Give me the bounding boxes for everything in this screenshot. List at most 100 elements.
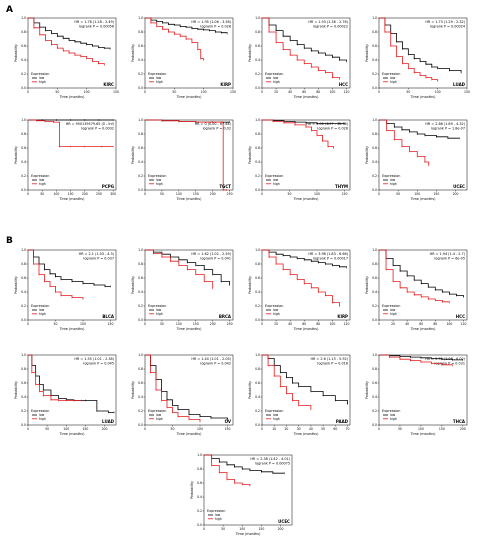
plot-frame (378, 354, 468, 426)
legend-title: Expression (31, 72, 49, 76)
x-tick-label: 50 (172, 90, 176, 94)
y-tick-label: 1.0 (138, 118, 143, 122)
y-tick-label: 0.6 (372, 276, 377, 280)
x-axis-label: Time (months) (176, 95, 202, 99)
x-tick-label: 250 (227, 322, 233, 326)
y-axis-label: Probability (365, 146, 369, 164)
logrank-p-text: logrank P = 0.00024 (430, 25, 465, 29)
legend-title: Expression (31, 174, 49, 178)
x-tick-label: 100 (80, 322, 86, 326)
legend-title: Expression (148, 409, 166, 413)
cancer-type-label: BLCA (102, 314, 115, 319)
y-tick-label: 0.8 (138, 30, 143, 34)
y-axis-label: Probability (14, 276, 18, 294)
km-plot-thca-b: 0.0 0.2 0.4 0.6 0.8 1.0 0 50 100 150 200 Time (mont… (365, 353, 468, 436)
y-tick-label: 0.8 (138, 367, 143, 371)
x-tick-label: 100 (84, 90, 90, 94)
logrank-p-text: logrank P = 0.00017 (313, 257, 348, 261)
legend-label-low: low (156, 178, 162, 182)
km-plot-kirc-a: 0.0 0.2 0.4 0.6 0.8 1.0 0 50 100 150 Time (months)… (14, 16, 119, 99)
y-tick-label: 0.6 (372, 44, 377, 48)
x-tick-label: 40 (288, 90, 292, 94)
legend-label-high: high (390, 417, 397, 421)
x-tick-label: 60 (302, 322, 306, 326)
legend-title: Expression (382, 174, 400, 178)
x-tick-label: 120 (461, 322, 467, 326)
x-tick-label: 60 (419, 322, 423, 326)
y-tick-label: 0.0 (21, 188, 26, 192)
survival-curve-low (262, 119, 345, 124)
x-axis-label: Time (months) (235, 532, 261, 536)
km-plot-hcc-b: 0.0 0.2 0.4 0.6 0.8 1.0 0 20 40 60 80 100 120 Time (m… (365, 248, 468, 331)
y-tick-label: 0.2 (138, 72, 143, 76)
y-axis-label: Probability (248, 276, 252, 294)
x-tick-label: 0 (261, 90, 263, 94)
y-tick-label: 0.4 (255, 290, 260, 294)
x-tick-label: 150 (68, 192, 74, 196)
survival-curve-high (262, 119, 334, 148)
y-tick-label: 0.4 (21, 58, 26, 62)
legend-title: Expression (207, 509, 225, 513)
y-tick-label: 1.0 (372, 353, 377, 357)
x-axis-label: Time (months) (293, 197, 319, 201)
plot-frame (144, 119, 234, 191)
y-tick-label: 1.0 (372, 118, 377, 122)
legend-title: Expression (265, 72, 283, 76)
x-tick-label: 150 (193, 192, 199, 196)
y-tick-label: 0.0 (21, 86, 26, 90)
km-plot-ov-b: 0.0 0.2 0.4 0.6 0.8 1.0 0 50 100 150 Time (months)… (131, 353, 234, 436)
plot-frame (378, 119, 468, 191)
y-tick-label: 0.6 (138, 44, 143, 48)
x-tick-label: 60 (333, 427, 337, 431)
legend-label-low: low (39, 178, 45, 182)
y-tick-label: 0.4 (21, 395, 26, 399)
x-tick-label: 100 (329, 90, 335, 94)
x-tick-label: 60 (302, 90, 306, 94)
y-tick-label: 0.0 (21, 423, 26, 427)
x-tick-label: 200 (210, 322, 216, 326)
km-plot-luad-b: 0.0 0.2 0.4 0.6 0.8 1.0 0 50 100 150 200 Time (mont… (14, 353, 117, 436)
y-tick-label: 0.8 (372, 132, 377, 136)
y-tick-label: 0.4 (138, 58, 143, 62)
cancer-type-label: UCEC (453, 184, 465, 189)
y-tick-label: 0.6 (138, 146, 143, 150)
x-tick-label: 80 (433, 322, 437, 326)
x-tick-label: 40 (309, 427, 313, 431)
x-axis-label: Time (months) (176, 197, 202, 201)
x-tick-label: 100 (53, 192, 59, 196)
y-tick-label: 1.0 (372, 16, 377, 20)
logrank-p-text: logrank P = 0.00056 (79, 25, 114, 29)
y-tick-label: 1.0 (138, 16, 143, 20)
legend-label-high: high (39, 312, 46, 316)
x-axis-label: Time (months) (410, 432, 436, 436)
survival-curve-low (204, 454, 285, 474)
y-tick-label: 0.8 (372, 30, 377, 34)
survival-curve-high (145, 17, 205, 60)
y-axis-label: Probability (14, 44, 18, 62)
x-tick-label: 20 (274, 90, 278, 94)
x-tick-label: 100 (201, 90, 207, 94)
y-tick-label: 0.2 (372, 409, 377, 413)
y-tick-label: 0.0 (255, 423, 260, 427)
x-tick-label: 150 (433, 192, 439, 196)
km-plot-ucec-a: 0.0 0.2 0.4 0.6 0.8 1.0 0 50 100 150 200 Time (mont… (365, 118, 468, 201)
x-tick-label: 0 (27, 427, 29, 431)
y-tick-label: 0.0 (255, 318, 260, 322)
x-tick-label: 40 (288, 322, 292, 326)
x-tick-label: 100 (329, 322, 335, 326)
x-axis-label: Time (months) (59, 432, 85, 436)
y-tick-label: 0.8 (21, 132, 26, 136)
legend-label-high: high (39, 417, 46, 421)
cancer-type-label: KIRP (337, 314, 348, 319)
legend-label-low: low (39, 413, 45, 417)
y-tick-label: 0.8 (21, 30, 26, 34)
x-axis-label: Time (months) (293, 327, 319, 331)
legend-label-low: low (390, 76, 396, 80)
legend-label-low: low (39, 76, 45, 80)
x-tick-label: 0 (261, 427, 263, 431)
survival-curve-high (262, 354, 312, 410)
hazard-ratio-text: HR = 2.1 (1.03 - 4.3) (79, 252, 115, 256)
x-tick-label: 20 (284, 427, 288, 431)
x-tick-label: 250 (96, 192, 102, 196)
x-tick-label: 120 (344, 90, 350, 94)
